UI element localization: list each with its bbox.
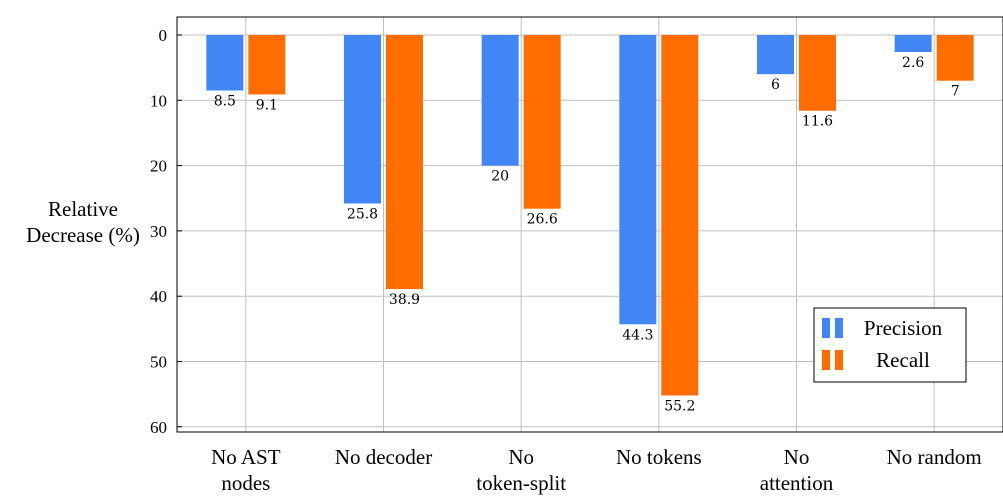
category-label: No decoder — [335, 445, 432, 469]
bar-precision — [481, 35, 519, 166]
legend: Precision Recall — [813, 307, 967, 383]
bar-precision — [894, 35, 932, 52]
legend-swatch — [822, 350, 830, 370]
y-tick-label: 30 — [150, 222, 167, 241]
plot-frame — [176, 16, 1003, 433]
bar-precision — [757, 35, 794, 75]
bar-recall — [523, 35, 561, 209]
data-label: 11.6 — [802, 114, 833, 130]
y-tick-label: 10 — [150, 91, 167, 110]
bar-recall — [661, 35, 699, 396]
y-tick-label: 50 — [150, 353, 167, 372]
gridlines — [177, 17, 1003, 432]
data-label: 26.6 — [527, 212, 558, 228]
category-label: token-split — [476, 471, 566, 495]
data-label: 7 — [951, 84, 960, 100]
category-label: No AST — [211, 445, 281, 469]
data-label: 20 — [491, 169, 509, 185]
legend-label: Recall — [876, 348, 930, 372]
bar-precision — [344, 35, 381, 204]
data-label: 44.3 — [622, 327, 653, 343]
category-label: No — [508, 445, 534, 469]
data-label: 38.9 — [389, 292, 420, 308]
category-label: attention — [760, 471, 834, 495]
y-axis-label-line: Relative — [48, 197, 118, 221]
data-labels: 8.5 25.8 20 44.3 6 2.6 9.1 38.9 26.6 55.2 11.6 7 — [214, 55, 960, 414]
y-tick-label: 20 — [150, 157, 167, 176]
bar-recall — [386, 35, 423, 290]
category-label: nodes — [221, 471, 270, 495]
category-label: No tokens — [616, 445, 702, 469]
data-label: 25.8 — [347, 206, 378, 222]
y-tick-labels: 0 10 20 30 40 50 60 — [150, 26, 167, 437]
data-label: 2.6 — [902, 55, 924, 71]
bars — [206, 35, 974, 396]
bar-recall — [248, 35, 286, 95]
legend-label: Precision — [864, 316, 943, 340]
data-label: 8.5 — [214, 94, 236, 110]
bar-precision — [619, 35, 657, 325]
data-label: 6 — [771, 77, 780, 93]
data-label: 55.2 — [664, 398, 695, 414]
y-axis-label-line: Decrease (%) — [26, 223, 140, 247]
y-tick-label: 0 — [159, 26, 168, 45]
category-label: No random — [887, 445, 982, 469]
legend-swatch — [835, 318, 843, 338]
bar-recall — [799, 35, 836, 111]
data-label: 9.1 — [256, 97, 278, 113]
legend-swatch — [822, 318, 830, 338]
legend-swatch — [835, 350, 843, 370]
y-tick-label: 60 — [150, 418, 167, 437]
category-label: No — [784, 445, 810, 469]
y-tick-label: 40 — [150, 287, 167, 306]
bar-precision — [206, 35, 244, 91]
bar-recall — [936, 35, 974, 81]
